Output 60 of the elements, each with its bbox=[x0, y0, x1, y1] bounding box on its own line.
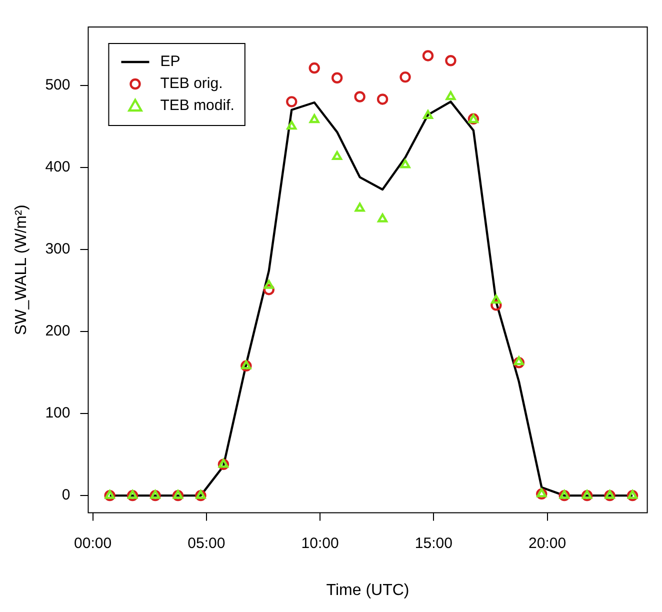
point bbox=[445, 55, 456, 66]
point bbox=[308, 62, 320, 74]
point bbox=[150, 490, 161, 502]
point bbox=[286, 120, 297, 130]
y-tick-label: 200 bbox=[45, 322, 70, 340]
point bbox=[264, 280, 274, 289]
point bbox=[263, 284, 275, 296]
point bbox=[104, 490, 115, 499]
y-tick-label: 300 bbox=[45, 240, 70, 258]
point bbox=[354, 91, 366, 102]
point bbox=[558, 490, 570, 502]
point bbox=[376, 94, 388, 105]
x-tick-label: 05:00 bbox=[188, 534, 226, 552]
point bbox=[422, 110, 433, 119]
point bbox=[400, 159, 410, 168]
x-axis-title: Time (UTC) bbox=[326, 582, 410, 599]
point bbox=[378, 213, 388, 222]
point bbox=[309, 114, 320, 124]
y-tick-label: 400 bbox=[45, 158, 70, 176]
point bbox=[491, 294, 502, 304]
legend-label: TEB orig. bbox=[160, 75, 223, 92]
point bbox=[581, 490, 593, 502]
point bbox=[582, 490, 592, 499]
point bbox=[240, 360, 252, 372]
point bbox=[331, 72, 343, 84]
point bbox=[422, 50, 434, 62]
x-tick-label: 15:00 bbox=[414, 534, 452, 552]
point bbox=[128, 490, 138, 499]
y-tick-label: 100 bbox=[45, 404, 70, 422]
y-tick-label: 500 bbox=[45, 76, 70, 94]
point bbox=[173, 490, 183, 499]
point bbox=[150, 490, 160, 499]
legend-label: EP bbox=[160, 53, 180, 70]
point bbox=[626, 490, 638, 502]
x-tick-label: 10:00 bbox=[301, 534, 339, 552]
point bbox=[628, 490, 638, 499]
point bbox=[126, 490, 138, 502]
point bbox=[400, 71, 411, 83]
point bbox=[536, 488, 547, 498]
point bbox=[241, 360, 252, 370]
point bbox=[490, 300, 502, 311]
point bbox=[286, 96, 298, 108]
point bbox=[172, 490, 184, 502]
point bbox=[195, 490, 206, 502]
point bbox=[536, 488, 548, 500]
y-axis-title: SW_WALL (W/m²) bbox=[13, 204, 30, 336]
point bbox=[446, 91, 456, 100]
point bbox=[104, 490, 116, 502]
x-tick-label: 20:00 bbox=[528, 534, 566, 552]
point bbox=[196, 490, 206, 499]
point bbox=[354, 202, 365, 212]
x-tick-label: 00:00 bbox=[74, 534, 112, 552]
legend-label: TEB modif. bbox=[160, 97, 234, 114]
point bbox=[559, 490, 570, 499]
point bbox=[513, 357, 524, 368]
point bbox=[604, 490, 615, 499]
point bbox=[604, 490, 616, 502]
point bbox=[332, 151, 342, 160]
point bbox=[514, 356, 524, 366]
y-tick-label: 0 bbox=[62, 486, 70, 504]
